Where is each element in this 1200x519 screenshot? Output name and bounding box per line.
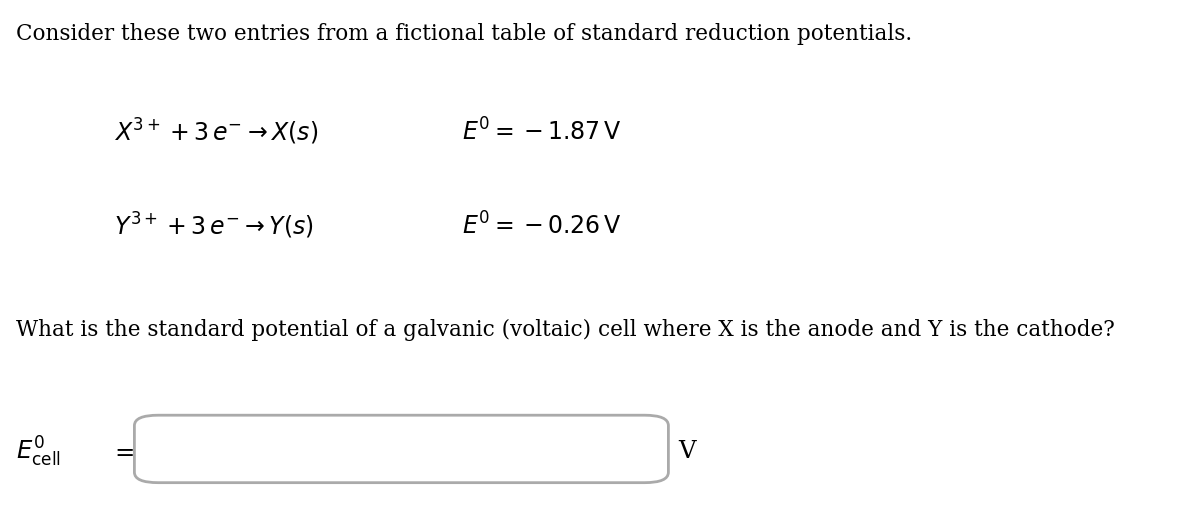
Text: $=$: $=$ [110,440,134,463]
Text: $Y^{3+} + 3\,e^{-} \rightarrow Y(s)$: $Y^{3+} + 3\,e^{-} \rightarrow Y(s)$ [114,211,314,241]
Text: $E^{0} = -1.87\,\mathrm{V}$: $E^{0} = -1.87\,\mathrm{V}$ [462,119,622,146]
Text: $E^{0} = -0.26\,\mathrm{V}$: $E^{0} = -0.26\,\mathrm{V}$ [462,212,622,239]
Text: $E^{0}_{\mathrm{cell}}$: $E^{0}_{\mathrm{cell}}$ [16,434,60,469]
Text: $X^{3+} + 3\,e^{-} \rightarrow X(s)$: $X^{3+} + 3\,e^{-} \rightarrow X(s)$ [114,117,318,147]
Text: Consider these two entries from a fictional table of standard reduction potentia: Consider these two entries from a fictio… [16,23,912,45]
Text: What is the standard potential of a galvanic (voltaic) cell where X is the anode: What is the standard potential of a galv… [16,319,1115,342]
Text: V: V [678,440,696,463]
FancyBboxPatch shape [134,415,668,483]
